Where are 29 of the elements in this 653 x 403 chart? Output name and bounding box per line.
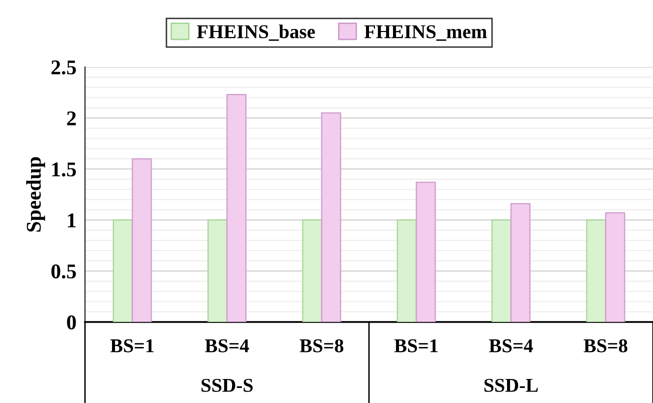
x-tick-label: BS=4: [489, 339, 533, 352]
x-tick-label: BS=8: [300, 339, 344, 352]
bar: [605, 212, 626, 322]
x-tick-label: BS=4: [205, 339, 249, 352]
bar: [112, 219, 133, 322]
y-tick-label: 1.5: [52, 162, 76, 177]
bar: [416, 182, 436, 322]
bar: [510, 203, 530, 322]
y-tick-label: 1: [68, 213, 76, 228]
bar: [396, 219, 417, 322]
y-tick-label: 2: [67, 111, 76, 126]
bar: [208, 219, 228, 322]
legend-label: FHEINS_base: [196, 24, 315, 41]
y-tick-label: 0.5: [51, 264, 76, 279]
bar: [302, 219, 322, 322]
bar: [492, 219, 512, 322]
text: SSD-L: [484, 378, 538, 392]
bar: [586, 219, 606, 322]
y-tick-label: 0: [67, 315, 76, 330]
text: SSD-S: [202, 378, 253, 392]
y-axis-title: Speedup: [26, 157, 46, 232]
x-tick-label: BS=8: [584, 339, 628, 352]
bar: [321, 112, 342, 322]
y-tick-label: 2.5: [52, 60, 76, 75]
bar: [226, 94, 246, 322]
legend-label: FHEINS_mem: [364, 25, 487, 41]
x-tick-label: BS=1: [394, 339, 438, 352]
bar: [132, 158, 152, 322]
x-tick-label: BS=1: [110, 339, 154, 352]
